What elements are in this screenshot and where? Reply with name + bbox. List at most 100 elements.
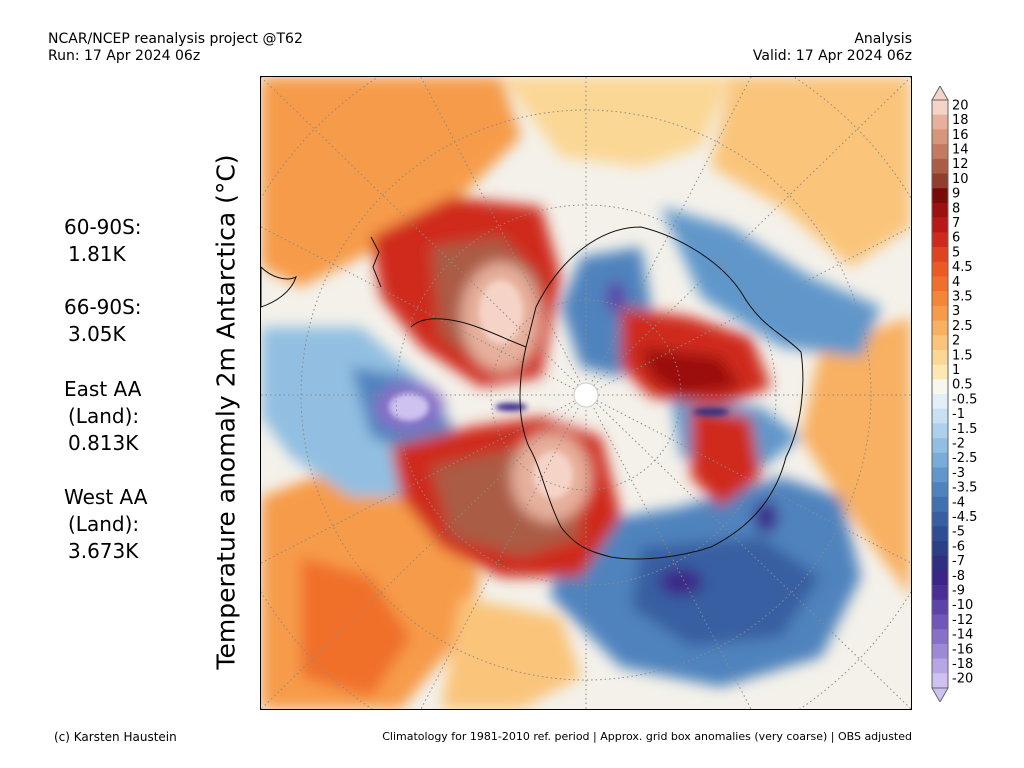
colorbar-tick-label: -9 xyxy=(952,583,965,598)
colorbar-tick-label: -3 xyxy=(952,466,965,481)
colorbar-tick-label: 9 xyxy=(952,187,960,202)
colorbar-tick-label: 1.5 xyxy=(952,348,973,363)
colorbar-swatch xyxy=(932,555,948,571)
colorbar-swatch xyxy=(932,658,948,674)
colorbar-swatch xyxy=(932,629,948,645)
colorbar-tick-label: 4 xyxy=(952,275,960,290)
colorbar-swatch xyxy=(932,599,948,615)
colorbar-swatch xyxy=(932,173,948,189)
colorbar-arrow-top xyxy=(931,86,949,101)
colorbar-tick-label: 0.5 xyxy=(952,378,973,393)
colorbar-tick-label: -2.5 xyxy=(952,451,977,466)
colorbar-tick-label: 20 xyxy=(952,98,969,113)
colorbar-swatch xyxy=(932,305,948,321)
stat-label: West AA xyxy=(64,485,148,509)
colorbar-swatch xyxy=(932,614,948,630)
run-time: Run: 17 Apr 2024 06z xyxy=(48,48,201,64)
colorbar-tick-label: -1 xyxy=(952,407,965,422)
stat-label-2: (Land): xyxy=(68,404,140,428)
colorbar-swatch xyxy=(932,364,948,380)
colorbar-swatch xyxy=(932,114,948,130)
stat-value: 1.81K xyxy=(68,242,126,266)
colorbar-swatch xyxy=(932,247,948,262)
colorbar-tick-label: -2 xyxy=(952,436,965,451)
colorbar-tick-label: -12 xyxy=(952,613,973,628)
colorbar-swatch xyxy=(932,188,948,204)
colorbar-tick-label: -7 xyxy=(952,554,965,569)
colorbar-tick-label: -4 xyxy=(952,495,965,510)
valid-time: Valid: 17 Apr 2024 06z xyxy=(752,48,912,64)
stat-label-2: (Land): xyxy=(68,512,140,536)
colorbar-swatch xyxy=(932,511,948,527)
colorbar-swatch xyxy=(932,467,948,483)
colorbar-swatch xyxy=(932,673,948,689)
colorbar-frame xyxy=(931,99,949,689)
colorbar-tick-label: -5 xyxy=(952,525,965,540)
stat-66-90s: 66-90S: 3.05K xyxy=(64,294,142,348)
colorbar-tick-label: -6 xyxy=(952,539,965,554)
stat-value: 3.673K xyxy=(68,539,139,563)
colorbar-tick-label: 6 xyxy=(952,231,960,246)
colorbar-tick-label: 3 xyxy=(952,304,960,319)
colorbar-tick-label: -20 xyxy=(952,672,973,687)
colorbar-swatch xyxy=(932,144,948,160)
colorbar-swatch xyxy=(932,129,948,145)
colorbar-swatch xyxy=(932,394,948,409)
colorbar-swatch xyxy=(932,526,948,542)
colorbar-tick-label: -10 xyxy=(952,598,973,613)
colorbar-swatch xyxy=(932,643,948,659)
colorbar-swatch xyxy=(932,261,948,277)
colorbar-swatch xyxy=(932,482,948,498)
colorbar-swatch xyxy=(932,276,948,292)
colorbar-swatch xyxy=(932,541,948,556)
colorbar-swatch xyxy=(932,585,948,601)
colorbar-arrow-bottom xyxy=(931,687,949,702)
stat-60-90s: 60-90S: 1.81K xyxy=(64,214,142,268)
credit: (c) Karsten Haustein xyxy=(54,730,177,744)
colorbar-tick-label: -4.5 xyxy=(952,510,977,525)
map-axis-label: Temperature anomaly 2m Antarctica (°C) xyxy=(211,154,241,670)
colorbar-swatch xyxy=(932,438,948,454)
colorbar-tick-label: 12 xyxy=(952,157,969,172)
climatology-note: Climatology for 1981-2010 ref. period | … xyxy=(382,730,912,743)
colorbar-tick-label: 16 xyxy=(952,128,969,143)
colorbar-tick-label: -14 xyxy=(952,628,973,643)
stat-west-aa: West AA (Land): 3.673K xyxy=(64,484,147,565)
stat-east-aa: East AA (Land): 0.813K xyxy=(64,376,141,457)
stat-value: 0.813K xyxy=(68,431,139,455)
colorbar-tick-label: 2 xyxy=(952,334,960,349)
colorbar-tick-label: 14 xyxy=(952,142,969,157)
colorbar-swatch xyxy=(932,202,948,218)
stat-value: 3.05K xyxy=(68,322,126,346)
colorbar-swatch xyxy=(932,423,948,439)
colorbar-swatch xyxy=(932,320,948,336)
run-info: NCAR/NCEP reanalysis project @T62 Run: 1… xyxy=(48,31,303,65)
colorbar-tick-label: -3.5 xyxy=(952,481,977,496)
colorbar-swatch xyxy=(932,232,948,248)
colorbar-swatch xyxy=(932,349,948,365)
colorbar-swatch xyxy=(932,570,948,586)
anomaly-map xyxy=(260,76,912,710)
colorbar-tick-label: 2.5 xyxy=(952,319,973,334)
colorbar-swatch xyxy=(932,291,948,307)
colorbar-tick-label: 10 xyxy=(952,172,969,187)
colorbar-tick-label: -0.5 xyxy=(952,392,977,407)
valid-info: Analysis Valid: 17 Apr 2024 06z xyxy=(753,31,912,65)
colorbar-swatch xyxy=(932,217,948,233)
colorbar-tick-label: -8 xyxy=(952,569,965,584)
model-title: NCAR/NCEP reanalysis project @T62 xyxy=(48,31,303,47)
colorbar-tick-label: 1 xyxy=(952,363,960,378)
colorbar-swatch xyxy=(932,496,948,512)
colorbar-swatch xyxy=(932,335,948,351)
colorbar-swatch xyxy=(932,158,948,174)
colorbar-tick-label: 8 xyxy=(952,201,960,216)
colorbar-tick-label: -18 xyxy=(952,657,973,672)
colorbar-tick-label: 18 xyxy=(952,113,969,128)
colorbar-tick-label: 4.5 xyxy=(952,260,973,275)
stat-label: 66-90S: xyxy=(64,295,142,319)
analysis-label: Analysis xyxy=(854,31,912,47)
stat-label: East AA xyxy=(64,377,142,401)
colorbar-tick-label: -1.5 xyxy=(952,422,977,437)
colorbar-swatch xyxy=(932,408,948,424)
colorbar-swatch xyxy=(932,100,948,115)
